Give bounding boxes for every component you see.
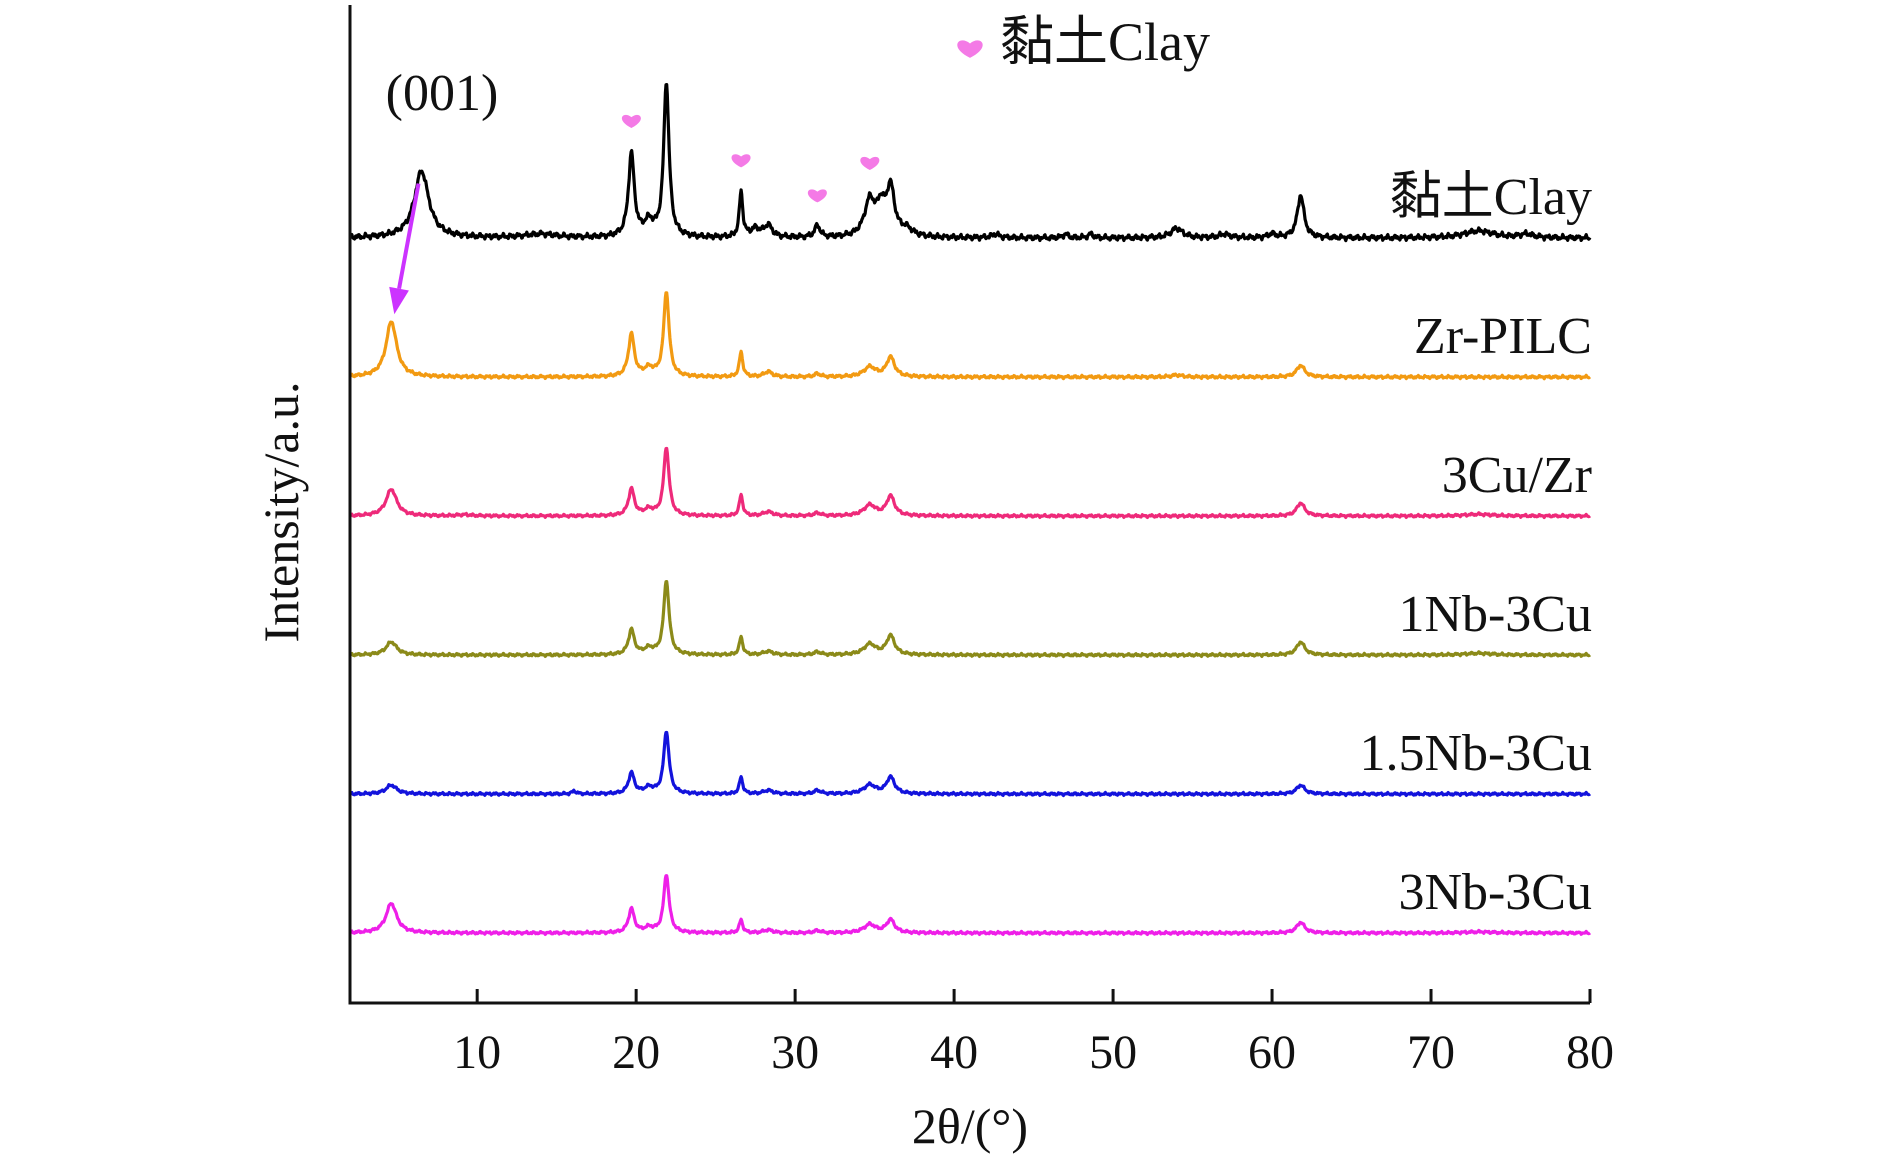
series-label: 黏土Clay [1390,169,1592,226]
clay-peak-heart-icon [807,189,827,203]
series-layer: 黏土Clay Zr-PILC 3Cu/Zr 1Nb-3Cu 1.5Nb-3Cu 3Nb-3… [348,83,1592,937]
x-tick-label: 50 [1089,1026,1137,1079]
x-tick-label: 20 [612,1026,660,1079]
x-tick-label: 10 [453,1026,501,1079]
legend-label: 黏土Clay [1000,12,1210,72]
series-line-1-5nb-3cu [349,730,1592,798]
series-label: 3Cu/Zr [1442,447,1592,504]
series-line-3cu-zr [349,446,1592,520]
series-3nb-3cu: 3Nb-3Cu [349,864,1592,937]
y-axis-label: Intensity/a.u. [253,381,309,642]
axes-layer: 10 20 30 40 50 60 70 80 2θ/(°) Intensity/a.u. [253,5,1614,1154]
series-label: 1.5Nb-3Cu [1359,725,1592,782]
series-1-5nb-3cu: 1.5Nb-3Cu [349,725,1592,798]
arrow-head-icon [389,286,409,315]
x-tick-label: 30 [771,1026,819,1079]
annotation-layer: 黏土Clay (001) [386,12,1210,315]
series-1nb-3cu: 1Nb-3Cu [349,580,1592,659]
x-tick-label: 80 [1566,1026,1614,1079]
peak-001-label: (001) [386,65,499,122]
legend-heart-icon [957,40,983,58]
series-line-zr-pilc [349,291,1592,381]
x-tick-label: 70 [1407,1026,1455,1079]
x-tick-label: 60 [1248,1026,1296,1079]
series-zr-pilc: Zr-PILC [349,291,1592,381]
x-tick-label: 40 [930,1026,978,1079]
clay-peak-heart-icon [860,156,880,170]
x-axis-label: 2θ/(°) [912,1098,1028,1154]
series-line-1nb-3cu [349,580,1592,659]
arrow-shaft [397,183,421,290]
series-line-clay [348,83,1592,243]
series-label: Zr-PILC [1414,308,1592,365]
series-3cu-zr: 3Cu/Zr [349,446,1592,520]
series-label: 1Nb-3Cu [1398,586,1592,643]
series-line-3nb-3cu [349,874,1592,937]
series-label: 3Nb-3Cu [1398,864,1592,921]
series-clay: 黏土Clay [348,83,1592,243]
clay-peak-heart-icon [621,114,641,128]
clay-peak-heart-icon [731,154,751,168]
